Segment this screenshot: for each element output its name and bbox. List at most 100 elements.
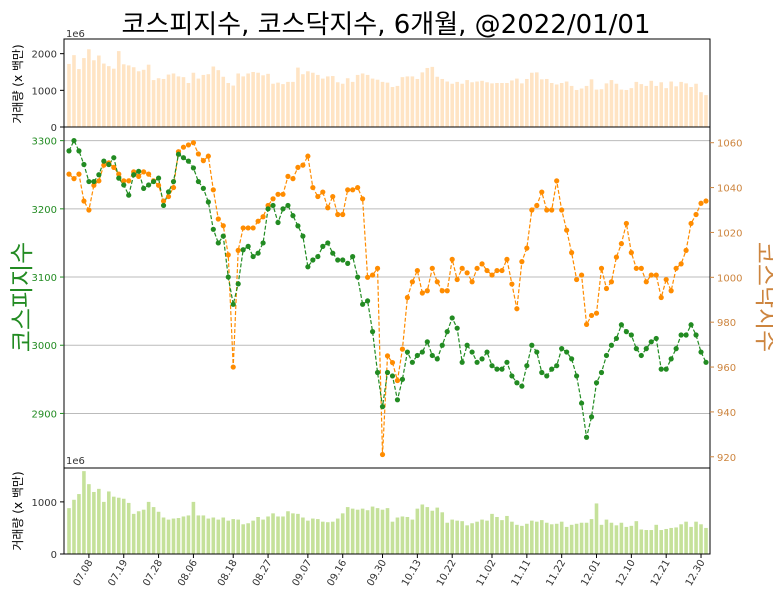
kospi-point <box>205 199 211 205</box>
volume-top-bar <box>435 76 440 127</box>
volume-top-bar <box>256 72 260 127</box>
kospi-point <box>364 298 371 304</box>
kospi-point <box>195 178 201 185</box>
volume-top-bar <box>589 79 594 127</box>
kosdaq-point <box>389 359 396 366</box>
kosdaq-point <box>141 169 147 175</box>
volume-bottom-bar <box>564 526 569 554</box>
kosdaq-point <box>554 178 560 184</box>
kospi-point <box>449 315 455 321</box>
volume-top-bar <box>430 66 435 127</box>
volume-bottom-bar <box>455 520 459 554</box>
volume-top-tick-label: 2000 <box>32 50 57 61</box>
volume-top-bar <box>609 80 614 127</box>
volume-top-bar <box>325 76 330 127</box>
kospi-point <box>608 342 615 348</box>
kospi-point <box>240 247 246 253</box>
kosdaq-point <box>574 276 580 283</box>
kosdaq-point <box>509 281 515 287</box>
kosdaq-point <box>693 211 699 218</box>
volume-bottom-bar <box>435 507 440 554</box>
volume-bottom-bar <box>211 517 216 554</box>
volume-top-bar <box>97 55 101 127</box>
kospi-point <box>220 233 226 239</box>
volume-top-bar <box>644 85 649 127</box>
kosdaq-point <box>180 144 187 150</box>
volume-top-bar <box>281 84 285 127</box>
kospi-point <box>200 185 206 191</box>
kosdaq-tick-label: 1000 <box>717 273 742 284</box>
kosdaq-point <box>330 193 336 200</box>
kosdaq-point <box>494 267 500 274</box>
volume-top-bar <box>112 68 116 127</box>
volume-bottom-bar <box>146 501 151 554</box>
volume-bottom-bar <box>181 516 186 554</box>
kosdaq-tick-label: 940 <box>717 408 736 419</box>
kospi-point <box>121 182 127 188</box>
volume-top-bar <box>216 70 221 127</box>
kospi-point <box>698 349 704 355</box>
volume-top-bar <box>82 58 86 127</box>
kospi-point <box>404 349 411 355</box>
kospi-point <box>86 178 92 185</box>
volume-bottom-bar <box>594 503 599 554</box>
kosdaq-point <box>578 272 585 278</box>
kosdaq-point <box>240 225 246 231</box>
kospi-point <box>280 206 286 212</box>
kospi-point <box>275 219 281 226</box>
kospi-point <box>379 404 386 410</box>
volume-bottom-bar <box>485 520 489 554</box>
kospi-point <box>225 274 231 280</box>
volume-bottom-bar <box>375 508 380 554</box>
volume-bottom-bar <box>520 525 524 554</box>
volume-top-bar <box>380 81 385 127</box>
volume-bottom-bar <box>350 508 355 554</box>
kospi-tick-label: 2900 <box>32 409 57 420</box>
volume-top-bar <box>360 73 365 127</box>
kospi-point <box>131 172 137 178</box>
volume-bottom-bar <box>136 511 141 554</box>
volume-top-bar <box>659 82 663 127</box>
kospi-point <box>653 335 659 342</box>
kosdaq-point <box>310 184 316 191</box>
volume-top-bar <box>634 81 639 127</box>
kosdaq-point <box>414 267 420 274</box>
volume-top-bar <box>684 83 688 127</box>
volume-top-bar <box>231 85 236 127</box>
kosdaq-tick-label: 1060 <box>717 139 742 150</box>
kospi-point <box>136 168 142 174</box>
volume-top-bar <box>525 78 529 127</box>
volume-top-bar <box>370 78 375 127</box>
kospi-point <box>469 349 475 355</box>
kospi-point <box>230 301 236 307</box>
volume-bottom-frame <box>63 467 711 555</box>
volume-top-bar <box>236 73 240 127</box>
volume-top-bar <box>201 74 206 127</box>
volume-bottom-bar <box>450 519 454 554</box>
chart-title: 코스피지수, 코스닥지수, 6개월, @2022/01/01 <box>121 10 650 40</box>
volume-top-bar <box>445 81 450 127</box>
kosdaq-point <box>479 261 485 267</box>
volume-bottom-bar <box>276 516 280 554</box>
volume-bottom-bar <box>395 517 400 554</box>
kospi-point <box>574 373 580 379</box>
kosdaq-point <box>345 187 351 193</box>
kospi-tick-label: 3100 <box>32 273 57 284</box>
kospi-point <box>245 243 251 249</box>
kospi-point <box>91 178 97 185</box>
volume-bottom-bar <box>574 523 579 554</box>
volume-bottom-bar <box>664 528 668 554</box>
volume-top-bar <box>261 75 265 127</box>
volume-top-bar <box>410 76 415 127</box>
kospi-point <box>260 240 266 246</box>
kosdaq-point <box>439 288 445 294</box>
volume-top-bar <box>171 73 176 127</box>
kosdaq-point <box>300 162 306 168</box>
volume-bottom-bar <box>335 518 340 554</box>
volume-top-bar <box>425 67 430 127</box>
volume-bottom-bar <box>97 488 101 554</box>
kosdaq-point <box>613 254 620 260</box>
kosdaq-point <box>121 178 127 184</box>
volume-bottom-bar <box>549 524 554 554</box>
volume-top-bar <box>116 51 121 127</box>
